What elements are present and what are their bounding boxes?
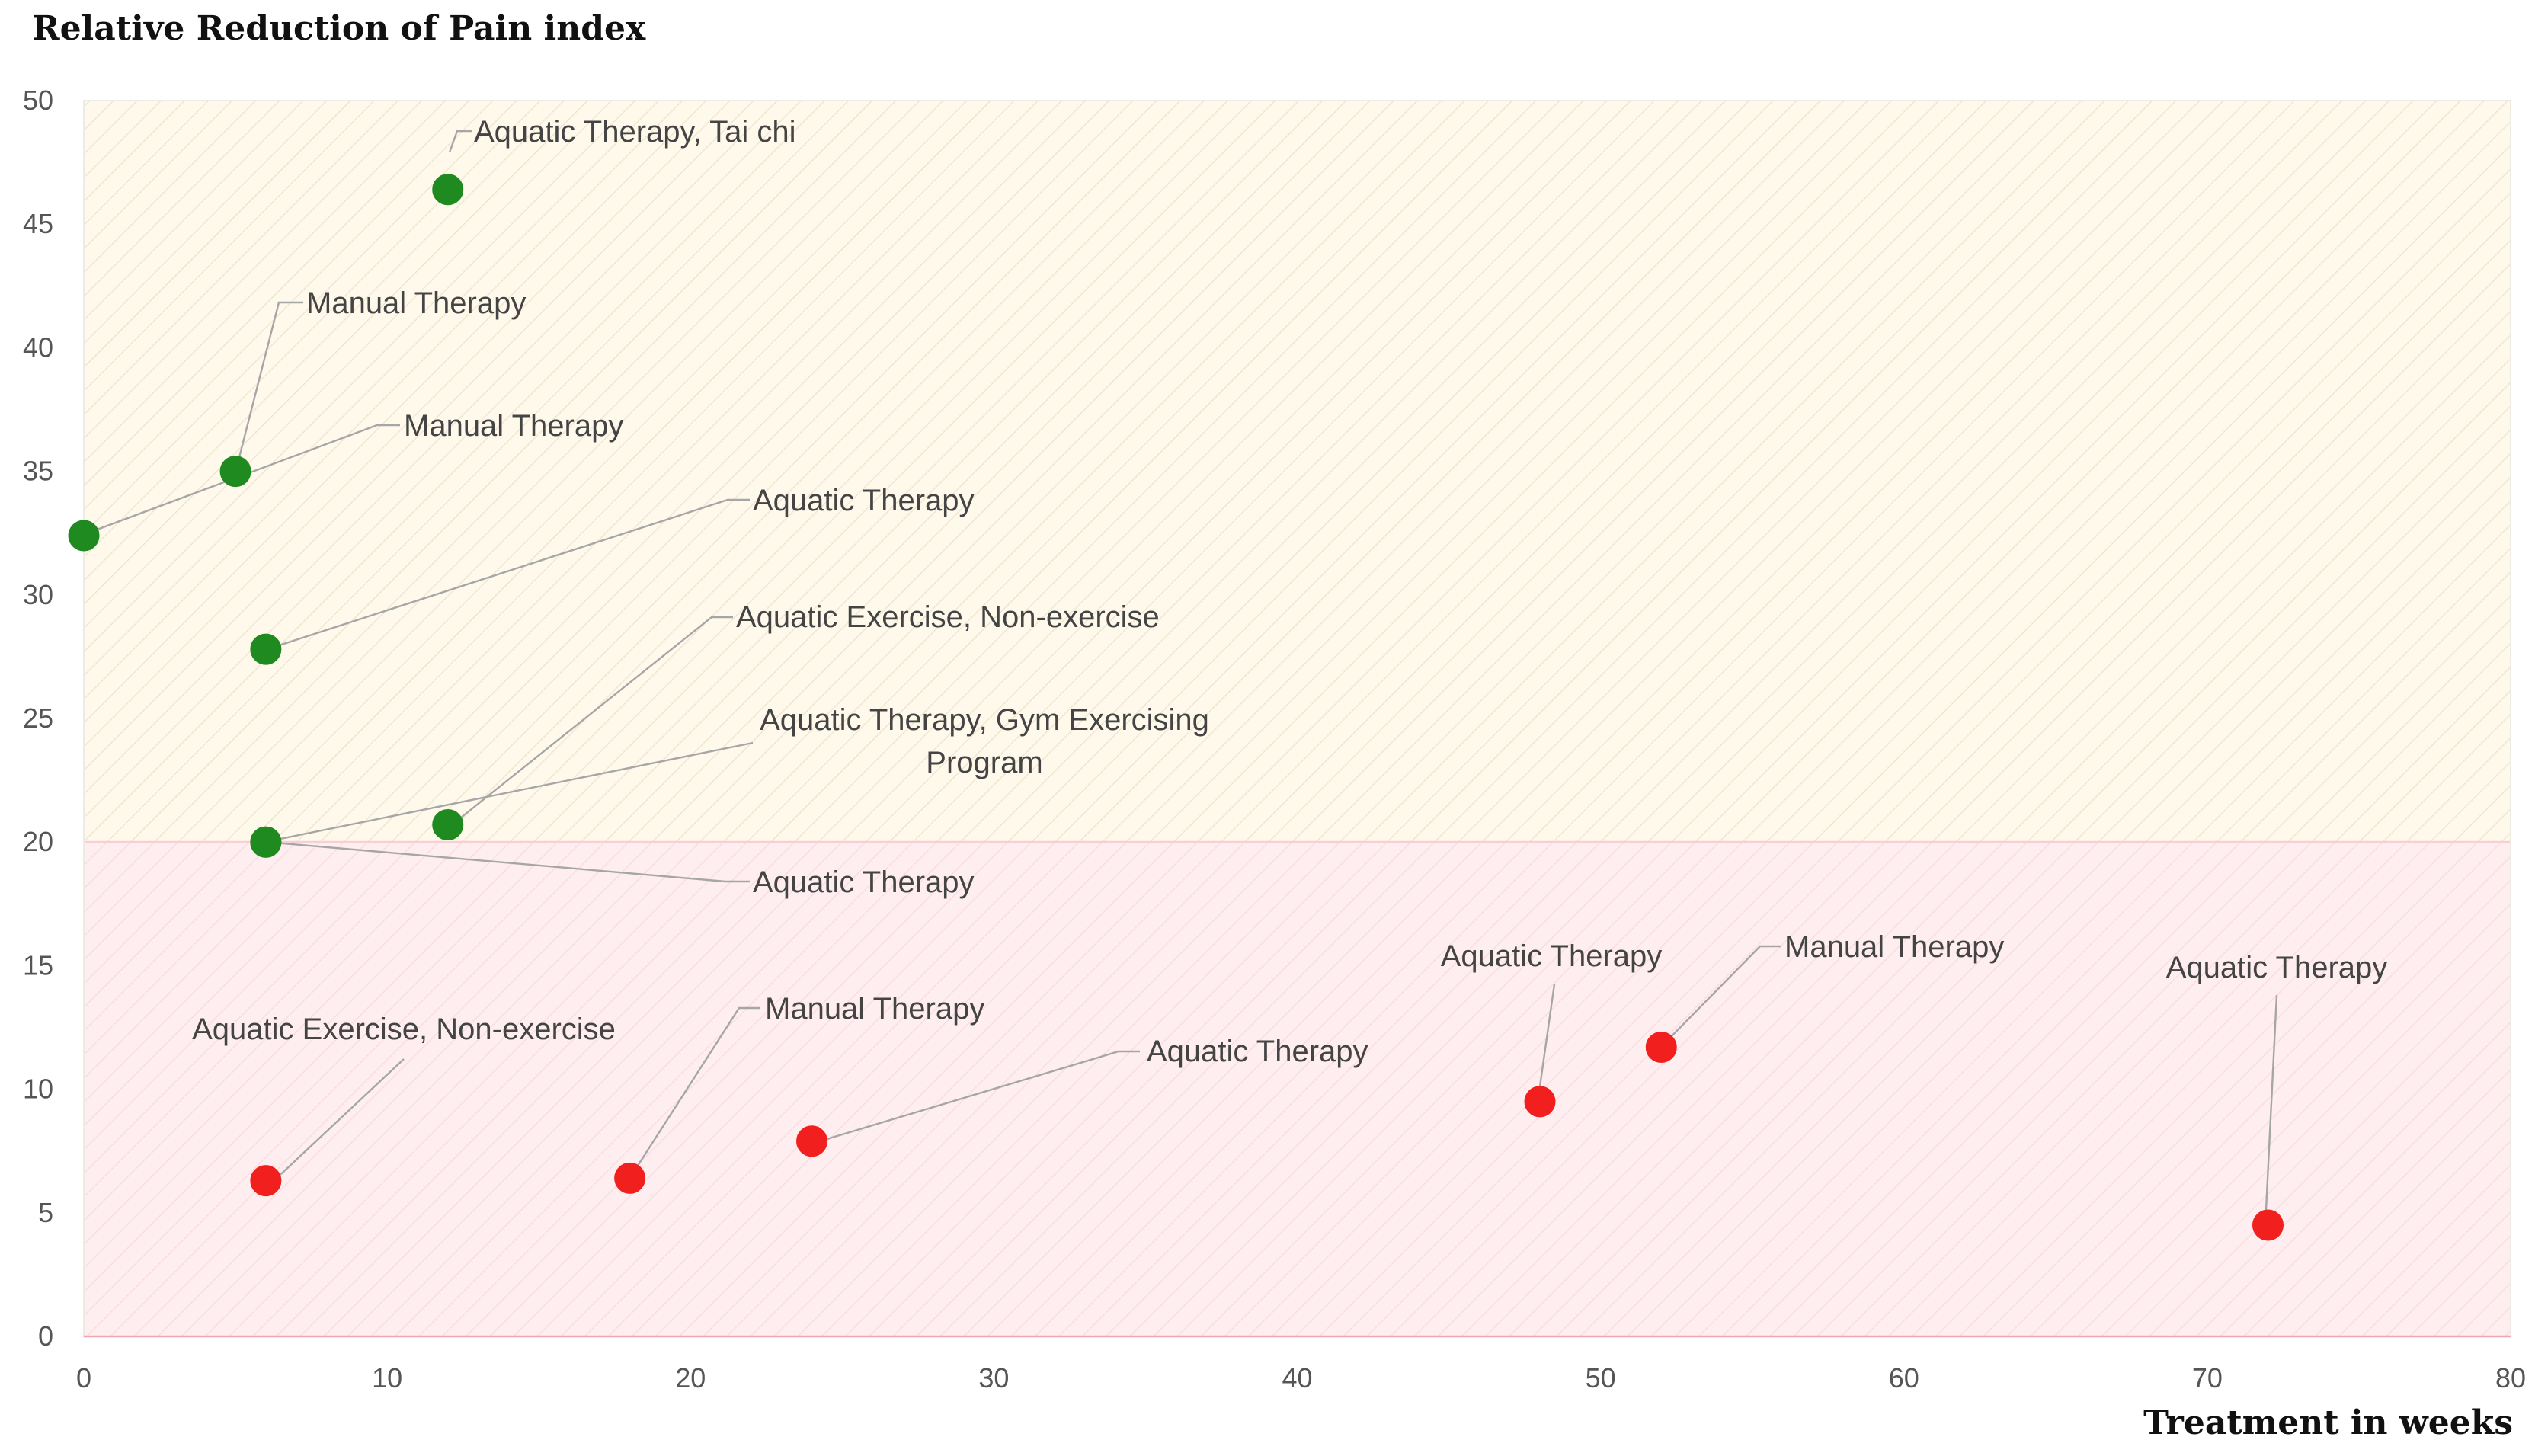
- x-tick-label: 0: [76, 1362, 91, 1394]
- point-label: Manual Therapy: [765, 992, 984, 1026]
- x-axis-title: Treatment in weeks: [2143, 1403, 2513, 1442]
- scatter-point-above: [68, 520, 100, 552]
- point-label-line: Aquatic Therapy: [1147, 1035, 1368, 1068]
- point-label: Aquatic Therapy, Tai chi: [474, 115, 795, 149]
- axes: 0 5 10 15 20 25 30 35 40 45 50 0 10 20 30 40 50 60 70 80: [23, 85, 2526, 1394]
- point-label-line: Aquatic Therapy, Tai chi: [474, 115, 795, 149]
- x-tick-label: 20: [675, 1362, 706, 1394]
- scatter-point-above: [219, 456, 251, 488]
- scatter-point-above: [250, 826, 282, 858]
- point-label-line: Manual Therapy: [306, 286, 526, 320]
- y-tick-label: 30: [23, 579, 53, 610]
- x-tick-label: 10: [372, 1362, 402, 1394]
- leader-line: [267, 498, 750, 651]
- point-label: Aquatic Therapy: [753, 866, 975, 899]
- point-label-line: Aquatic Therapy: [1441, 939, 1663, 973]
- y-tick-label: 15: [23, 949, 53, 981]
- point-label: Manual Therapy: [404, 409, 623, 443]
- y-tick-label: 50: [23, 85, 53, 116]
- point-label: Aquatic Therapy: [2166, 951, 2388, 984]
- point-label: Aquatic Exercise, Non-exercise: [192, 1013, 616, 1046]
- leader-line: [264, 741, 754, 843]
- scatter-point-below: [1524, 1086, 1556, 1118]
- y-tick-label: 0: [38, 1320, 53, 1352]
- leader-line: [80, 424, 400, 537]
- point-label-line: Aquatic Therapy, Gym Exercising: [760, 703, 1209, 737]
- y-tick-label: 25: [23, 702, 53, 734]
- leader-line: [816, 1050, 1140, 1144]
- leader-line: [449, 616, 733, 827]
- point-label: Manual Therapy: [1784, 930, 2004, 964]
- point-label: Aquatic Therapy: [753, 484, 975, 517]
- region-above-hatch: [84, 101, 2511, 843]
- x-tick-label: 70: [2192, 1362, 2223, 1394]
- y-tick-label: 45: [23, 208, 53, 239]
- point-label: Aquatic Therapy: [1147, 1035, 1368, 1068]
- point-label: Aquatic Therapy, Gym Exercising Program: [760, 703, 1209, 779]
- leader-line: [236, 301, 303, 464]
- scatter-point-below: [796, 1125, 827, 1157]
- scatter-point-below: [2252, 1209, 2284, 1241]
- x-tick-label: 30: [978, 1362, 1009, 1394]
- point-label-line: Aquatic Therapy: [753, 866, 975, 899]
- point-label-line: Aquatic Exercise, Non-exercise: [736, 600, 1160, 634]
- scatter-point-above: [432, 174, 464, 206]
- x-tick-label: 60: [1889, 1362, 1919, 1394]
- y-axis-title: Relative Reduction of Pain index: [32, 9, 646, 48]
- point-label-line: Manual Therapy: [765, 992, 984, 1026]
- y-tick-label: 20: [23, 826, 53, 857]
- leader-line: [628, 1006, 760, 1179]
- scatter-point-above: [250, 633, 282, 665]
- data-points: [68, 174, 2284, 1241]
- scatter-point-below: [250, 1165, 282, 1197]
- scatter-point-below: [614, 1162, 646, 1194]
- background-regions: [83, 100, 2511, 1337]
- y-tick-label: 5: [38, 1197, 53, 1228]
- point-label-line: Aquatic Therapy: [2166, 951, 2388, 984]
- point-label-line: Manual Therapy: [1784, 930, 2004, 964]
- leader-line: [264, 840, 750, 883]
- leader-line: [2264, 994, 2278, 1226]
- point-label-line: Aquatic Exercise, Non-exercise: [192, 1013, 616, 1046]
- point-label-line: Manual Therapy: [404, 409, 623, 443]
- annotation-leaders: [80, 130, 2278, 1226]
- leader-line: [271, 1058, 405, 1183]
- y-tick-label: 40: [23, 331, 53, 363]
- point-label: Manual Therapy: [306, 286, 526, 320]
- point-label-line: Program: [926, 746, 1042, 779]
- point-label-line: Aquatic Therapy: [753, 484, 975, 517]
- region-below-hatch: [84, 842, 2511, 1336]
- y-tick-label: 35: [23, 456, 53, 487]
- x-tick-label: 40: [1282, 1362, 1312, 1394]
- x-tick-label: 80: [2495, 1362, 2526, 1394]
- x-tick-label: 50: [1586, 1362, 1616, 1394]
- point-label: Aquatic Therapy: [1441, 939, 1663, 973]
- y-tick-label: 10: [23, 1074, 53, 1105]
- scatter-point-below: [1645, 1031, 1677, 1063]
- leader-line: [1659, 945, 1781, 1049]
- point-label: Aquatic Exercise, Non-exercise: [736, 600, 1160, 634]
- leader-line: [448, 130, 472, 153]
- scatter-point-above: [432, 808, 464, 840]
- point-annotations: Aquatic Therapy, Tai chi Manual Therapy Ma…: [192, 115, 2387, 1068]
- leader-line: [1536, 984, 1556, 1103]
